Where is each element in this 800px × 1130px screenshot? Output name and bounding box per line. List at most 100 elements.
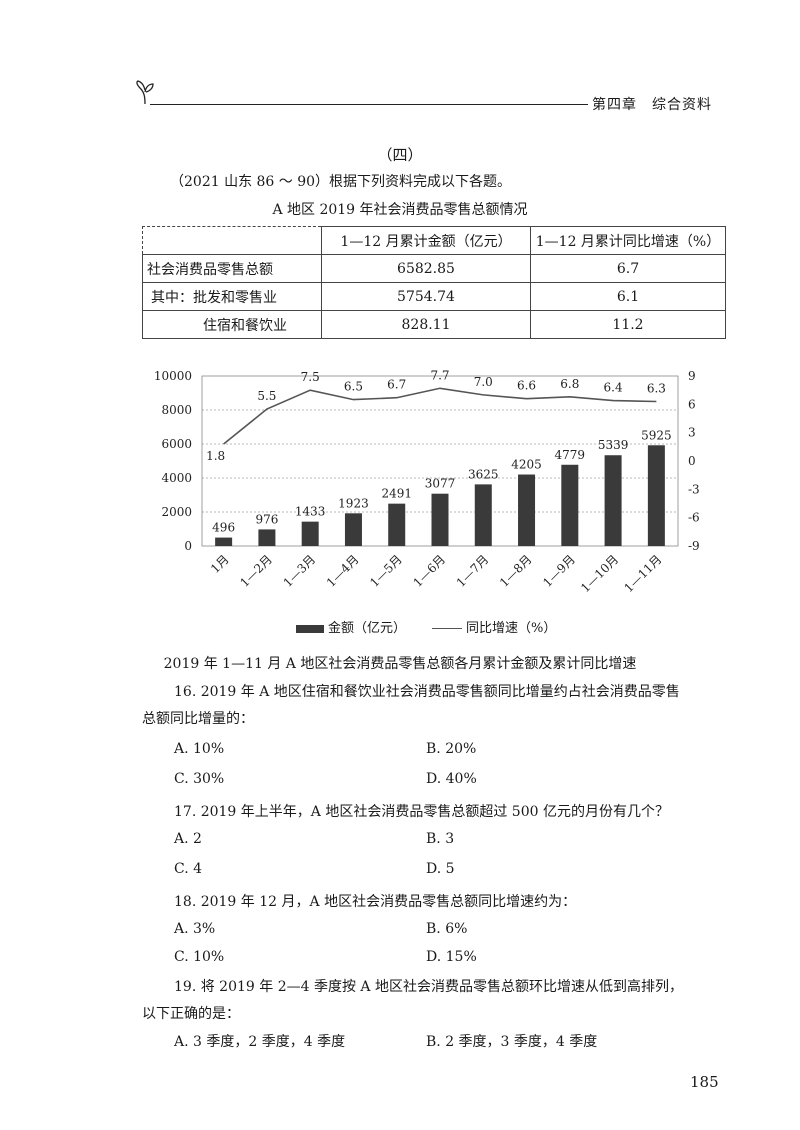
option-19-b: B. 2 季度，3 季度，4 季度 bbox=[426, 1034, 598, 1050]
bar-data-label: 1433 bbox=[295, 505, 326, 519]
line-data-label: 7.7 bbox=[430, 368, 449, 382]
bar bbox=[215, 537, 233, 546]
table-cell: 5754.74 bbox=[321, 282, 531, 311]
option-18-b: B. 6% bbox=[426, 921, 468, 937]
right-axis-tick-label: -6 bbox=[688, 511, 700, 525]
option-19-a: A. 3 季度，2 季度，4 季度 bbox=[174, 1034, 346, 1050]
category-label: 1月 bbox=[208, 552, 232, 576]
sprout-icon bbox=[136, 80, 154, 105]
bar-data-label: 3077 bbox=[425, 477, 456, 491]
legend-line-swatch bbox=[432, 628, 463, 629]
bar bbox=[431, 493, 449, 546]
table-cell: 6.7 bbox=[530, 254, 726, 283]
section-intro: （2021 山东 86 ～ 90）根据下列资料完成以下各题。 bbox=[170, 174, 512, 190]
category-label: 1—10月 bbox=[578, 552, 621, 595]
bar-data-label: 4205 bbox=[511, 458, 542, 472]
question-16-line-1: 16. 2019 年 A 地区住宿和餐饮业社会消费品零售额同比增量约占社会消费品… bbox=[174, 684, 680, 700]
bar-data-label: 1923 bbox=[338, 496, 369, 510]
data-table: 1—12 月累计金额（亿元） 1—12 月累计同比增速（%） 社会消费品零售总额… bbox=[142, 226, 726, 339]
line-data-label: 6.4 bbox=[604, 381, 623, 395]
category-label: 1—5月 bbox=[367, 552, 405, 590]
right-axis-tick-label: -9 bbox=[688, 539, 700, 553]
line-data-label: 6.6 bbox=[517, 379, 536, 393]
bar bbox=[388, 503, 406, 546]
line-data-label: 1.8 bbox=[206, 449, 225, 463]
left-axis-tick-label: 10000 bbox=[154, 369, 192, 383]
option-17-a: A. 2 bbox=[174, 831, 202, 847]
bar-data-label: 5925 bbox=[641, 428, 672, 442]
question-19-line-1: 19. 将 2019 年 2—4 季度按 A 地区社会消费品零售总额环比增速从低… bbox=[174, 979, 683, 995]
line-data-label: 6.8 bbox=[560, 377, 579, 391]
table-title: A 地区 2019 年社会消费品零售总额情况 bbox=[272, 202, 528, 218]
table-cell: 11.2 bbox=[530, 310, 726, 339]
left-axis-tick-label: 4000 bbox=[161, 471, 192, 485]
table-cell: 828.11 bbox=[321, 310, 531, 339]
bar-data-label: 976 bbox=[255, 512, 278, 526]
bar bbox=[301, 521, 319, 546]
table-cell: 6582.85 bbox=[321, 254, 531, 283]
line-data-label: 6.7 bbox=[387, 378, 406, 392]
page-number: 185 bbox=[690, 1073, 719, 1091]
bar-data-label: 4779 bbox=[555, 448, 586, 462]
table-cell: 住宿和餐饮业 bbox=[142, 310, 322, 339]
bar bbox=[647, 445, 665, 546]
bar-data-label: 2491 bbox=[381, 487, 412, 501]
growth-rate-line bbox=[223, 387, 657, 445]
table-cell: 其中：批发和零售业 bbox=[142, 282, 322, 311]
question-17: 17. 2019 年上半年，A 地区社会消费品零售总额超过 500 亿元的月份有… bbox=[174, 804, 669, 820]
line-data-label: 7.5 bbox=[301, 370, 320, 384]
chapter-title: 第四章 综合资料 bbox=[592, 97, 712, 113]
bar bbox=[258, 529, 276, 546]
right-axis-tick-label: 3 bbox=[688, 426, 696, 440]
table-header-cell bbox=[142, 226, 322, 255]
option-17-d: D. 5 bbox=[426, 861, 455, 877]
legend-bar-swatch bbox=[296, 624, 324, 633]
chart-legend: 金额（亿元） 同比增速（%） bbox=[296, 617, 556, 636]
bar bbox=[604, 455, 622, 546]
category-label: 1—4月 bbox=[324, 552, 362, 590]
bar-data-label: 3625 bbox=[468, 467, 499, 481]
right-axis-tick-label: -3 bbox=[688, 482, 700, 496]
line-data-label: 6.3 bbox=[647, 382, 666, 396]
left-axis-tick-label: 2000 bbox=[161, 505, 192, 519]
bar bbox=[474, 484, 492, 546]
right-axis-tick-label: 9 bbox=[688, 369, 696, 383]
table-row: 其中：批发和零售业 5754.74 6.1 bbox=[142, 282, 726, 311]
left-axis-tick-label: 0 bbox=[184, 539, 192, 553]
line-data-label: 7.0 bbox=[474, 375, 493, 389]
option-16-c: C. 30% bbox=[174, 771, 225, 787]
category-label: 1—11月 bbox=[621, 552, 664, 595]
option-17-c: C. 4 bbox=[174, 861, 203, 877]
legend-line-label: 同比增速（%） bbox=[466, 621, 557, 636]
question-18: 18. 2019 年 12 月，A 地区社会消费品零售总额同比增速约为： bbox=[174, 894, 577, 910]
bar bbox=[344, 513, 362, 546]
chart-caption: 2019 年 1—11 月 A 地区社会消费品零售总额各月累计金额及累计同比增速 bbox=[163, 656, 637, 672]
option-18-c: C. 10% bbox=[174, 949, 225, 965]
bar bbox=[561, 464, 579, 546]
category-label: 1—6月 bbox=[410, 552, 448, 590]
header-rule bbox=[150, 104, 588, 105]
bar-data-label: 496 bbox=[212, 521, 235, 535]
question-19-line-2: 以下正确的是： bbox=[142, 1006, 240, 1022]
category-label: 1—3月 bbox=[281, 552, 319, 590]
question-16-line-2: 总额同比增量的： bbox=[142, 711, 254, 727]
line-data-label: 5.5 bbox=[257, 389, 276, 403]
table-row: 住宿和餐饮业 828.11 11.2 bbox=[142, 310, 726, 339]
option-16-d: D. 40% bbox=[426, 771, 477, 787]
table-row: 社会消费品零售总额 6582.85 6.7 bbox=[142, 254, 726, 283]
table-header-cell: 1—12 月累计同比增速（%） bbox=[530, 226, 726, 255]
left-axis-tick-label: 6000 bbox=[161, 437, 192, 451]
category-label: 1—2月 bbox=[237, 552, 275, 590]
option-18-a: A. 3% bbox=[174, 921, 216, 937]
category-label: 1—9月 bbox=[540, 552, 578, 590]
option-16-b: B. 20% bbox=[426, 741, 477, 757]
option-16-a: A. 10% bbox=[174, 741, 225, 757]
table-header-row: 1—12 月累计金额（亿元） 1—12 月累计同比增速（%） bbox=[142, 226, 726, 255]
option-18-d: D. 15% bbox=[426, 949, 477, 965]
right-axis-tick-label: 6 bbox=[688, 397, 696, 411]
line-data-label: 6.5 bbox=[344, 380, 363, 394]
bar-data-label: 5339 bbox=[598, 438, 629, 452]
table-cell: 6.1 bbox=[530, 282, 726, 311]
category-label: 1—7月 bbox=[454, 552, 492, 590]
combo-chart: 10000 8000 6000 4000 2000 0 9 6 3 0 -3 -6 -9 496 976 14… bbox=[154, 368, 700, 595]
